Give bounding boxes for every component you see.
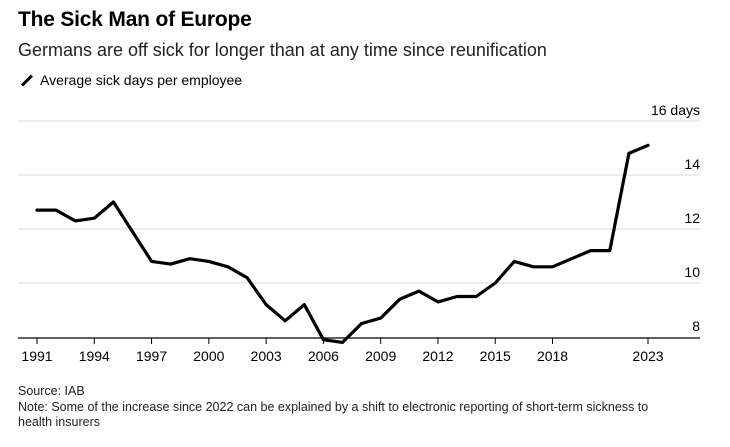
- y-tick-label-8: 8: [692, 318, 700, 334]
- data-point-2002: [245, 276, 249, 280]
- data-point-2006: [321, 338, 325, 342]
- data-point-2015: [493, 281, 497, 285]
- data-point-1992: [54, 208, 58, 212]
- y-tick-label-16: 16 days: [651, 102, 700, 118]
- data-point-2000: [207, 259, 211, 263]
- data-point-1995: [111, 200, 115, 204]
- x-tick-label-1991: 1991: [21, 348, 52, 364]
- data-point-2005: [302, 303, 306, 307]
- x-tick-label-2006: 2006: [308, 348, 339, 364]
- data-point-2020: [589, 249, 593, 253]
- x-tick-label-2000: 2000: [193, 348, 224, 364]
- x-tick-label-1997: 1997: [136, 348, 167, 364]
- y-tick-label-10: 10: [684, 264, 700, 280]
- series-line-sick-days: [35, 143, 650, 344]
- data-point-2001: [226, 265, 230, 269]
- y-tick-label-12: 12: [684, 210, 700, 226]
- data-point-2011: [417, 289, 421, 293]
- source-note: Source: IAB: [18, 384, 85, 398]
- x-tick-label-2023: 2023: [632, 348, 663, 364]
- data-point-2014: [474, 295, 478, 299]
- data-point-2021: [608, 249, 612, 253]
- data-point-2007: [341, 340, 345, 344]
- data-point-1999: [188, 257, 192, 261]
- data-point-1993: [73, 219, 77, 223]
- legend: Average sick days per employee: [18, 72, 242, 88]
- x-axis-ticks: 1991 1994 1997 2000 2003 2006 2009 2012 2015 2018…: [21, 338, 664, 364]
- data-point-2013: [455, 295, 459, 299]
- x-tick-label-2003: 2003: [251, 348, 282, 364]
- y-tick-label-14: 14: [684, 156, 700, 172]
- series-points: [35, 143, 650, 344]
- data-point-1998: [169, 262, 173, 266]
- data-point-2008: [360, 322, 364, 326]
- data-point-1991: [35, 208, 39, 212]
- data-point-2012: [436, 300, 440, 304]
- footnote: Note: Some of the increase since 2022 ca…: [18, 400, 649, 429]
- data-point-2019: [570, 257, 574, 261]
- data-point-2009: [379, 316, 383, 320]
- line-chart: 8 10 12 14 16 days 1991 1994 1997 2000 2003 2006 2…: [18, 102, 700, 364]
- chart-subtitle: Germans are off sick for longer than at …: [18, 40, 547, 60]
- legend-label: Average sick days per employee: [40, 72, 243, 88]
- x-tick-label-1994: 1994: [79, 348, 110, 364]
- x-tick-label-2015: 2015: [480, 348, 511, 364]
- data-point-2017: [531, 265, 535, 269]
- x-tick-label-2012: 2012: [422, 348, 453, 364]
- chart-title: The Sick Man of Europe: [18, 8, 252, 31]
- data-point-2010: [398, 297, 402, 301]
- data-point-2023: [646, 143, 650, 147]
- y-axis-ticks: 8 10 12 14 16 days: [651, 102, 700, 334]
- data-point-2018: [551, 265, 555, 269]
- data-point-2016: [512, 259, 516, 263]
- x-tick-label-2018: 2018: [537, 348, 568, 364]
- data-point-1997: [150, 259, 154, 263]
- x-tick-label-2009: 2009: [365, 348, 396, 364]
- data-point-1996: [131, 230, 135, 234]
- data-point-2022: [627, 151, 631, 155]
- data-point-1994: [92, 216, 96, 220]
- data-point-2004: [283, 319, 287, 323]
- data-point-2003: [264, 303, 268, 307]
- gridlines: [18, 120, 700, 339]
